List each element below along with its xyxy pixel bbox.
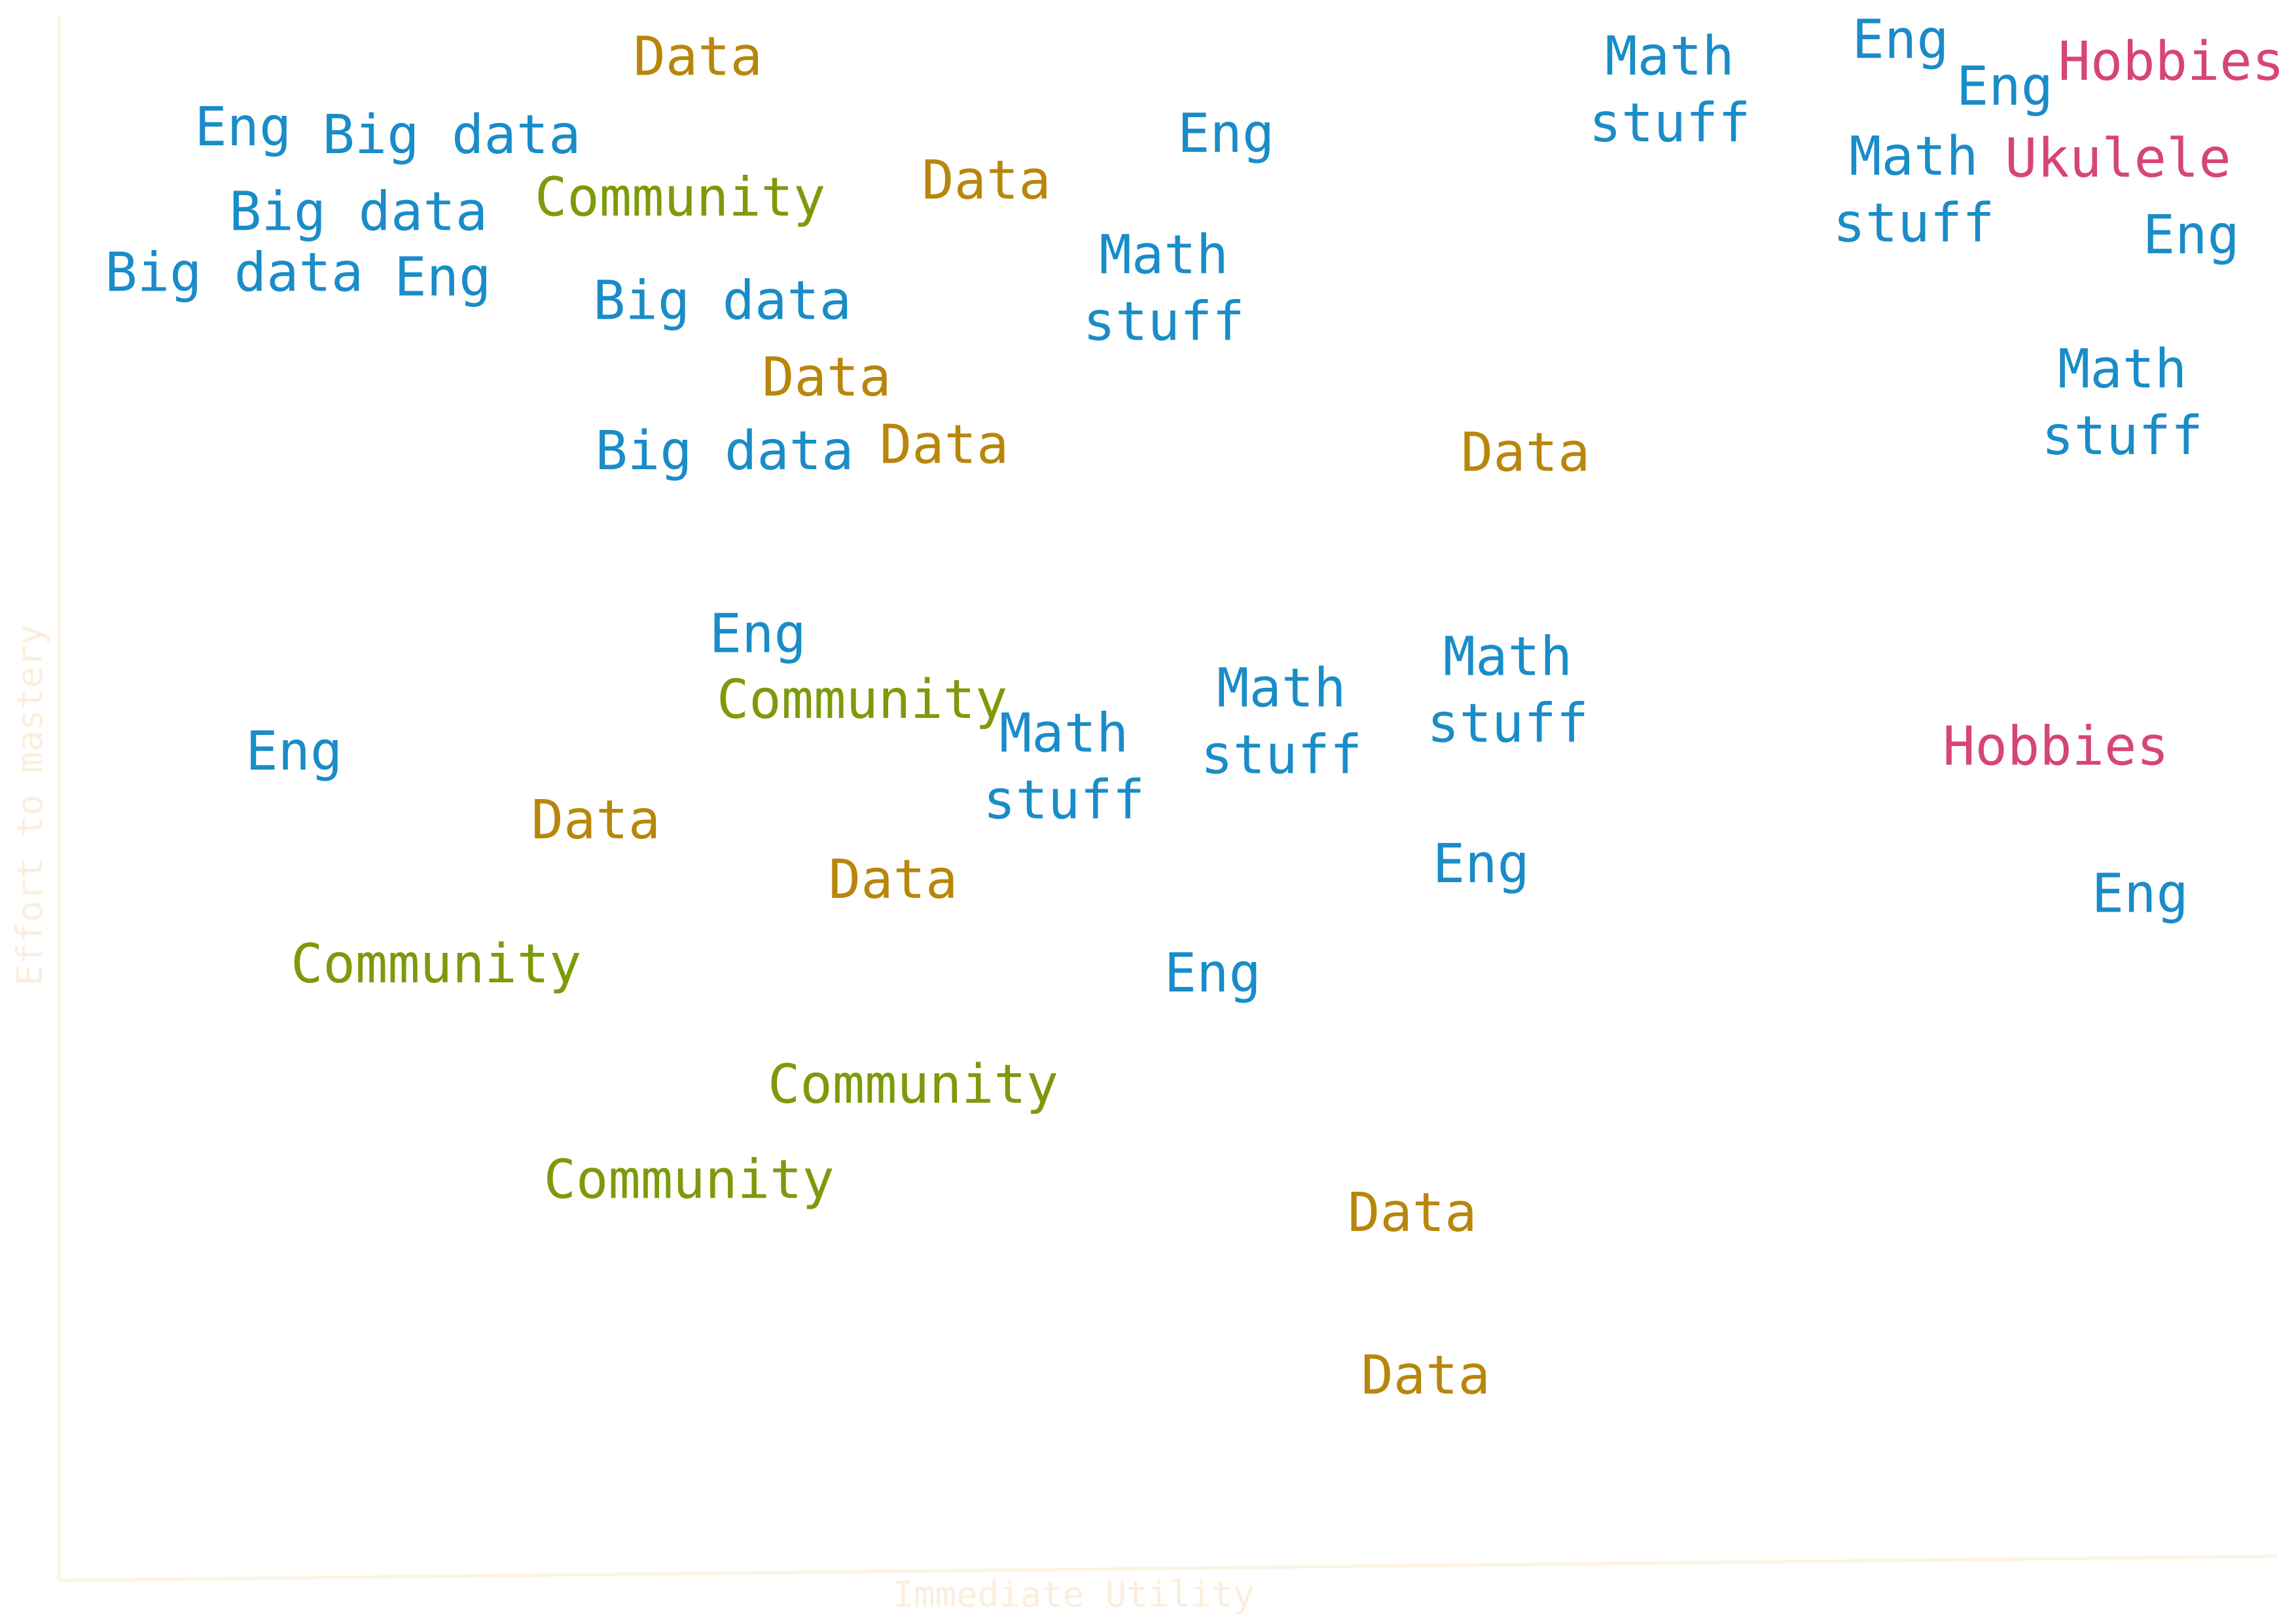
point-label: Eng	[1852, 9, 1949, 71]
point-label: Community	[768, 1054, 1058, 1116]
point-label: Eng	[2092, 863, 2189, 925]
point-label: Eng	[709, 603, 806, 666]
point-label: Data	[880, 414, 1009, 476]
point-label: Data	[762, 347, 891, 409]
point-label: Data	[634, 26, 762, 88]
point-label: Math stuff	[983, 703, 1145, 832]
point-label: Eng	[1164, 942, 1261, 1005]
point-label: Big data	[593, 270, 852, 332]
point-label: Community	[535, 167, 825, 229]
axes: Immediate Utility Effort to mastery	[9, 16, 2278, 1615]
point-label: Data	[1461, 421, 1590, 484]
point-label: Eng	[1177, 103, 1274, 165]
point-label: Eng	[194, 96, 291, 158]
point-label: Math stuff	[2041, 338, 2203, 467]
point-label: Big data	[229, 181, 488, 243]
point-label: Math stuff	[1589, 26, 1751, 154]
point-label: Data	[922, 149, 1050, 211]
point-label: Data	[829, 849, 958, 911]
point-label: Big data	[105, 241, 363, 304]
y-axis-label: Effort to mastery	[9, 624, 50, 986]
point-label: Hobbies	[2058, 31, 2284, 93]
point-label: Ukulele	[2005, 128, 2231, 190]
point-label: Community	[544, 1149, 834, 1211]
point-label: Eng	[394, 247, 491, 309]
x-axis-label: Immediate Utility	[893, 1574, 1255, 1615]
point-label: Community	[717, 669, 1007, 731]
point-label: Eng	[1956, 56, 2053, 118]
point-label: Data	[1361, 1344, 1490, 1406]
x-axis-line	[58, 1554, 2278, 1582]
point-label: Community	[291, 933, 581, 995]
point-label: Data	[1348, 1182, 1477, 1244]
point-label: Eng	[1433, 833, 1530, 895]
point-label: Eng	[2143, 204, 2240, 266]
point-label: Big data	[323, 104, 581, 166]
point-label: Hobbies	[1943, 716, 2169, 778]
point-label: Data	[531, 789, 660, 851]
point-label: Math stuff	[1833, 126, 1995, 255]
point-label: Big data	[596, 420, 854, 482]
point-label: Eng	[245, 721, 342, 783]
point-label: Math stuff	[1083, 224, 1245, 353]
point-label: Math stuff	[1427, 626, 1588, 755]
point-label: Math stuff	[1200, 657, 1362, 786]
